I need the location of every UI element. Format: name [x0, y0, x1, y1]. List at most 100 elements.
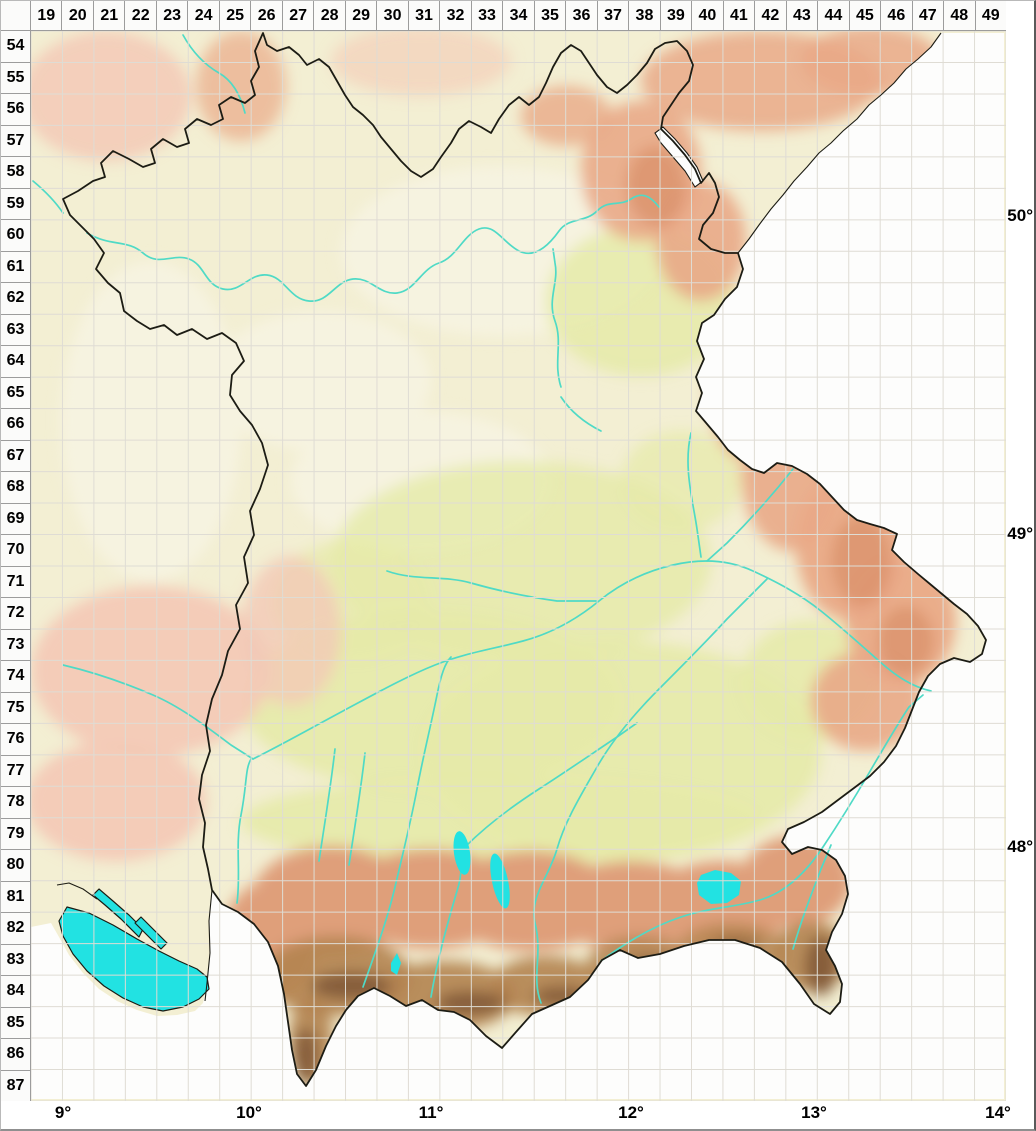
column-header-cell: 26	[250, 1, 282, 30]
river-amper	[464, 722, 638, 848]
row-header-cell: 67	[1, 439, 30, 471]
row-header-cell: 55	[1, 61, 30, 93]
longitude-label: 12°	[618, 1103, 644, 1122]
column-header-cell: 21	[92, 1, 125, 30]
row-header-cell: 84	[1, 975, 30, 1007]
river-franconian-saale	[182, 34, 246, 114]
state-borders	[56, 32, 942, 1002]
river-guenz	[318, 748, 336, 862]
column-header-cell: 24	[187, 1, 219, 30]
corner-cell	[1, 1, 31, 31]
row-header-cell: 62	[1, 282, 30, 314]
column-header-cell: 46	[880, 1, 912, 30]
nodata-region	[31, 33, 1004, 1099]
row-header-cell: 60	[1, 219, 30, 251]
longitude-label: 11°	[418, 1103, 444, 1122]
longitude-label: 9°	[54, 1103, 72, 1122]
row-header-cell: 81	[1, 880, 30, 912]
grid-lines	[31, 31, 1006, 1101]
column-header-cell: 38	[628, 1, 660, 30]
longitude-axis: 9° 10° 11° 12° 13° 14°	[1, 1101, 1034, 1129]
river-mindel	[348, 752, 366, 866]
row-header-cell: 64	[1, 345, 30, 377]
row-header-cell: 58	[1, 156, 30, 188]
row-header-cell: 78	[1, 786, 30, 818]
row-header-cell: 77	[1, 754, 30, 786]
row-header-cell: 71	[1, 565, 30, 597]
column-header-cell: 31	[407, 1, 440, 30]
column-header-cell: 22	[124, 1, 156, 30]
column-header-cell: 47	[911, 1, 944, 30]
row-header-cell: 54	[1, 31, 30, 62]
column-header-cell: 27	[281, 1, 314, 30]
river-regen	[706, 468, 794, 562]
row-header-cell: 75	[1, 691, 30, 723]
river-pegnitz	[560, 396, 602, 432]
column-header-cell: 34	[502, 1, 534, 30]
lake-constance	[58, 906, 210, 1012]
river-lech	[362, 656, 452, 988]
river-main	[86, 194, 660, 302]
row-header-cell: 74	[1, 660, 30, 692]
longitude-label: 14°	[985, 1103, 1011, 1122]
column-header-cell: 32	[439, 1, 471, 30]
column-header-cell: 25	[218, 1, 251, 30]
row-header: 54 55 56 57 58 59 60 61 62 63 64 65 66 67 68 69 70 71 72 73…	[1, 31, 31, 1101]
row-header-cell: 72	[1, 597, 30, 629]
lake-forggensee	[391, 953, 401, 975]
column-header-cell: 19	[31, 1, 62, 30]
row-header-cell: 85	[1, 1006, 30, 1038]
column-header-cell: 33	[470, 1, 503, 30]
row-header-cell: 82	[1, 912, 30, 944]
longitude-label: 10°	[236, 1103, 262, 1122]
column-header-cell: 36	[565, 1, 597, 30]
rivers	[32, 34, 932, 1004]
lake-constance-arm-north	[134, 916, 168, 950]
column-header-cell: 45	[848, 1, 881, 30]
column-header-cell: 39	[659, 1, 692, 30]
river-regnitz	[551, 248, 562, 388]
row-header-cell: 61	[1, 250, 30, 282]
row-header-cell: 65	[1, 376, 30, 408]
lake-chiemsee	[697, 870, 741, 904]
column-header-cell: 29	[344, 1, 377, 30]
river-small-nw	[32, 180, 64, 214]
column-header-cell: 42	[754, 1, 786, 30]
row-header-cell: 70	[1, 534, 30, 566]
row-header-cell: 79	[1, 817, 30, 849]
column-header-cell: 41	[722, 1, 755, 30]
lakes	[58, 831, 741, 1012]
longitude-label: 13°	[801, 1103, 827, 1122]
row-header-cell: 87	[1, 1069, 30, 1101]
river-iller	[236, 758, 252, 904]
column-header-cell: 40	[691, 1, 723, 30]
river-danube	[252, 560, 932, 760]
column-header-cell: 44	[817, 1, 849, 30]
column-header-cell: 43	[785, 1, 818, 30]
row-header-cell: 63	[1, 313, 30, 345]
row-header-cell: 76	[1, 723, 30, 755]
row-header-cell: 83	[1, 943, 30, 975]
river-inn	[600, 694, 924, 962]
column-header-cell: 30	[376, 1, 408, 30]
border-lindau	[204, 889, 213, 1002]
column-header-cell: 20	[61, 1, 93, 30]
row-header-cell: 73	[1, 628, 30, 660]
river-naab	[687, 432, 702, 558]
column-header-cell: 28	[313, 1, 345, 30]
row-header-cell: 86	[1, 1038, 30, 1070]
row-header-cell: 80	[1, 849, 30, 881]
column-header: 19 20 21 22 23 24 25 26 27 28 29 30 31 32 33 34 35 36 37 38…	[31, 1, 1007, 31]
row-header-cell: 66	[1, 408, 30, 440]
row-header-cell: 57	[1, 124, 30, 156]
river-salzach	[792, 844, 832, 950]
row-header-cell: 59	[1, 187, 30, 219]
row-header-cell: 56	[1, 93, 30, 125]
column-header-cell: 49	[974, 1, 1007, 30]
border-saxony-czech	[737, 32, 942, 254]
row-header-cell: 69	[1, 502, 30, 534]
border-lake-west	[56, 882, 98, 900]
lake-ammersee	[453, 831, 471, 875]
